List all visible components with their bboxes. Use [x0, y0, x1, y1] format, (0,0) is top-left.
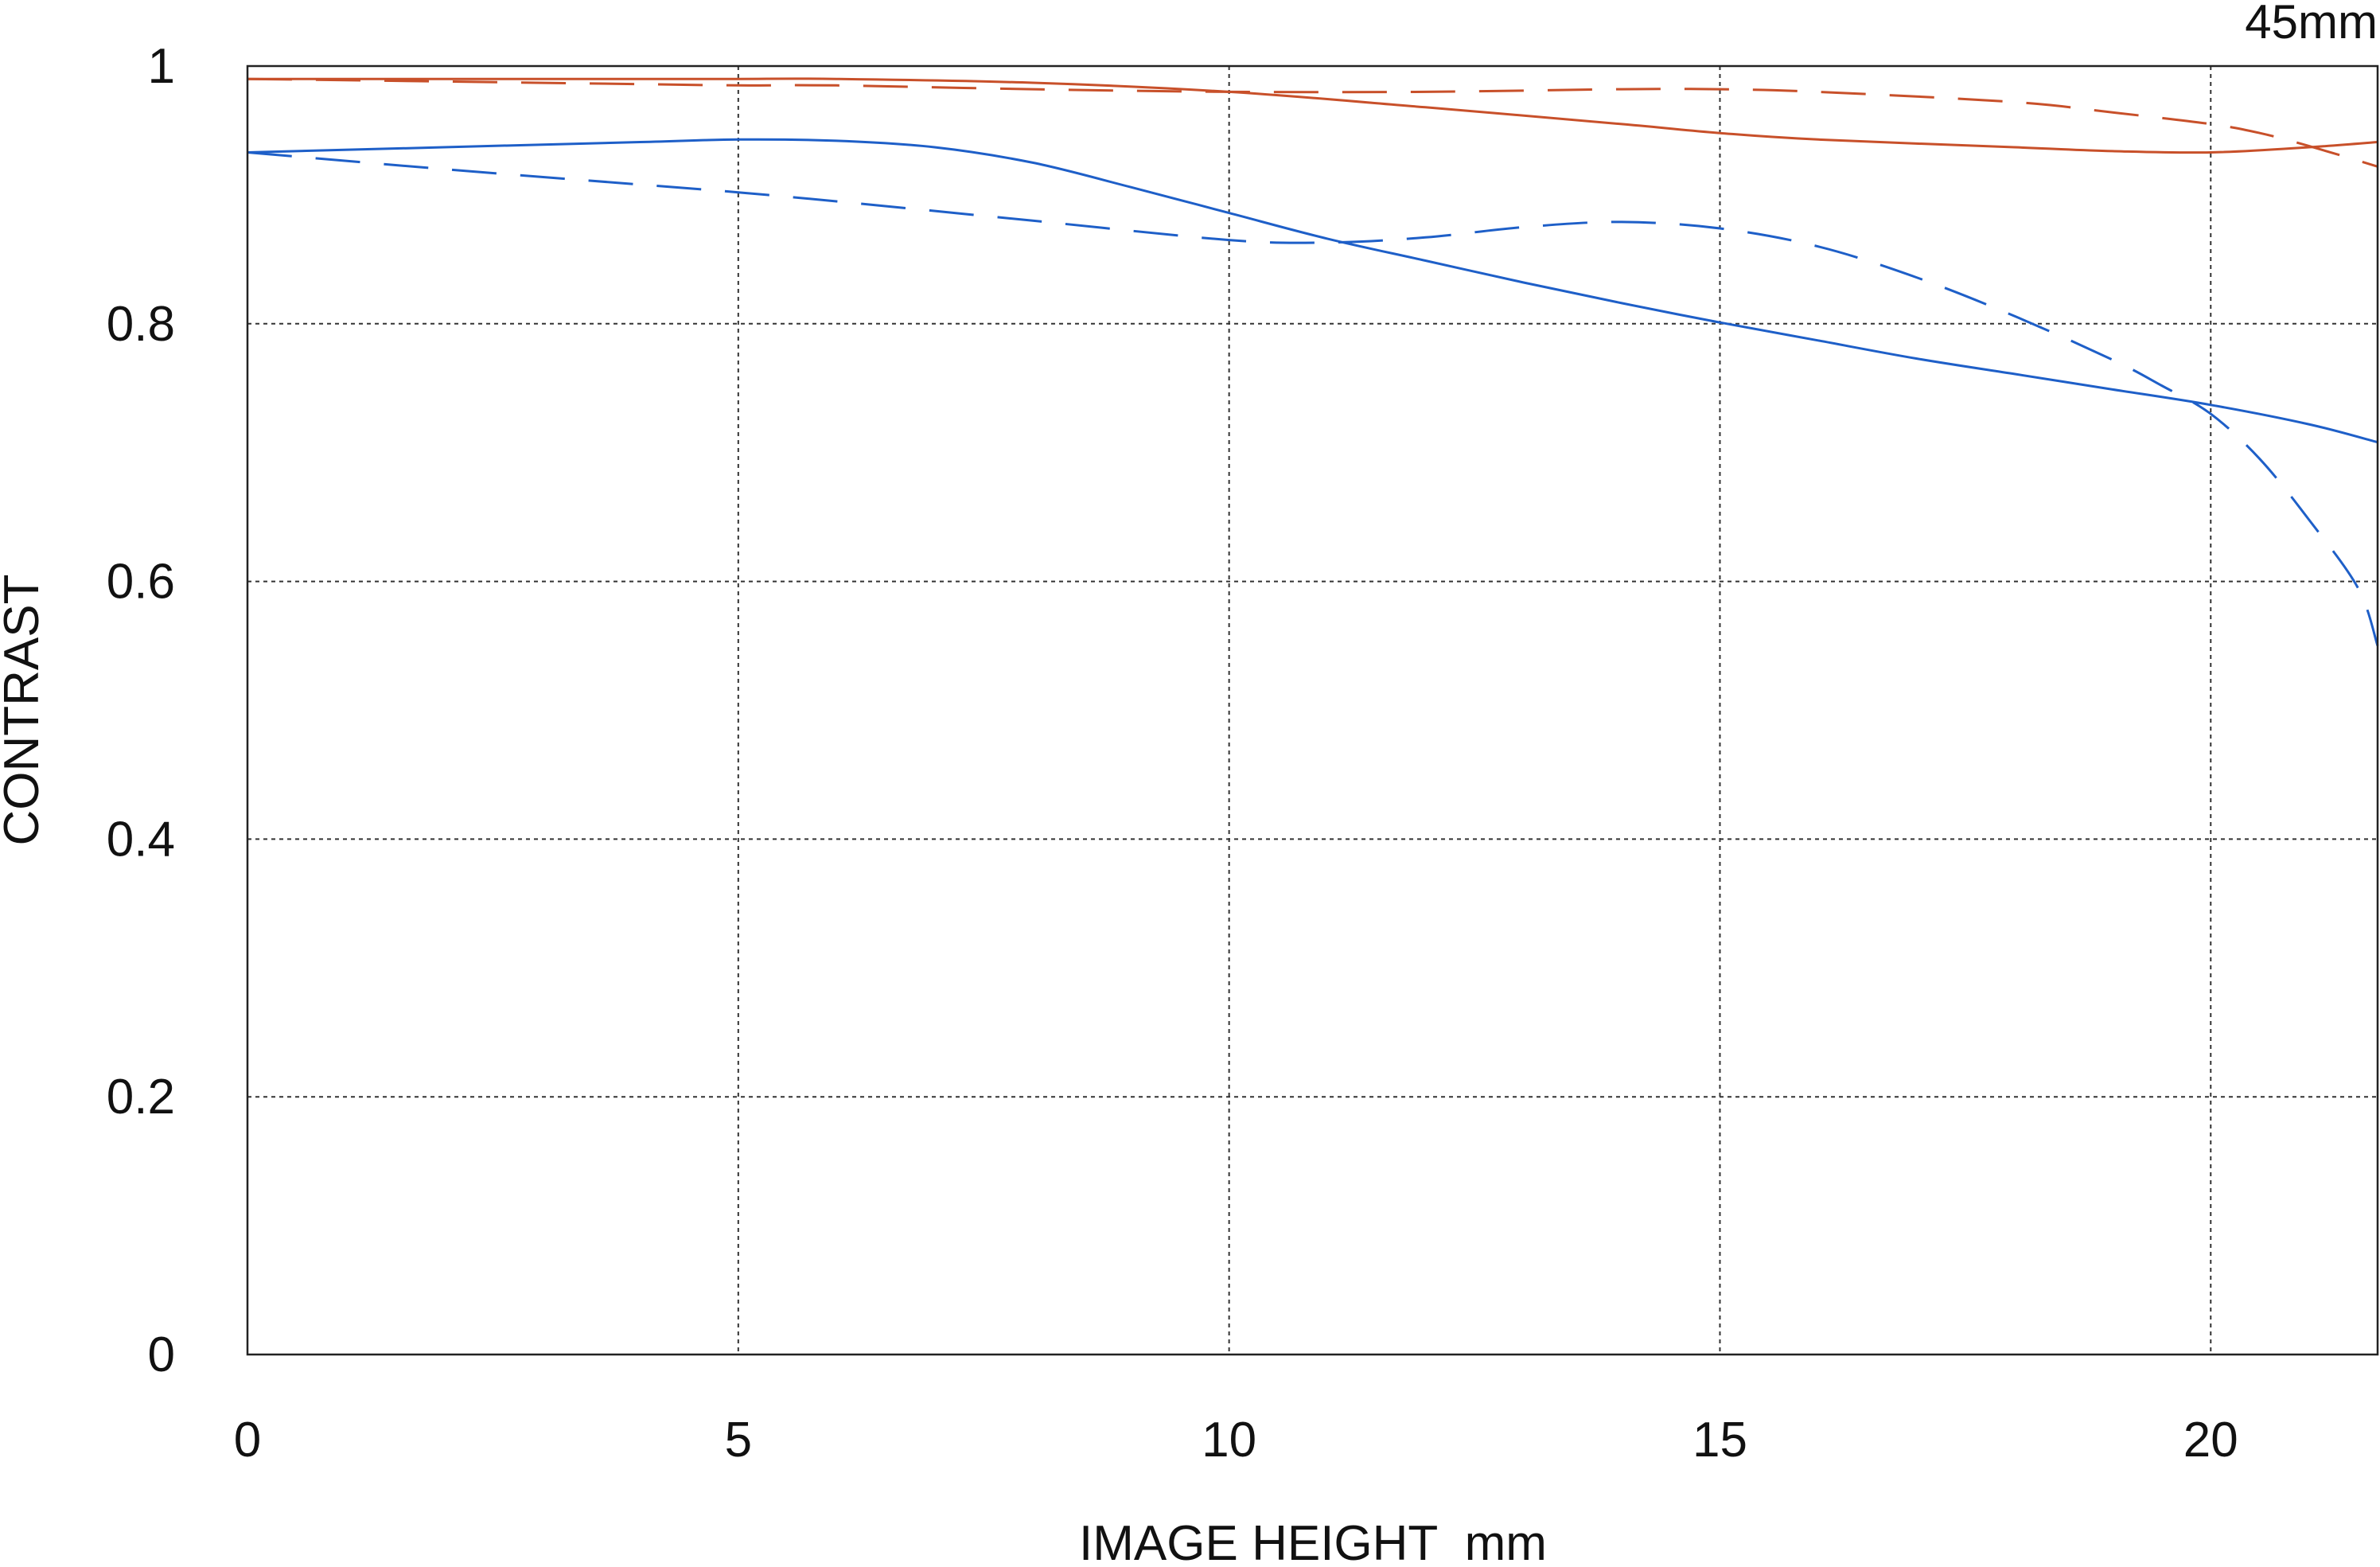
y-axis-label: CONTRAST [0, 575, 49, 846]
y-tick-label: 1 [148, 39, 175, 94]
series-line-3 [247, 138, 2378, 444]
x-tick-label: 15 [1692, 1413, 1747, 1468]
grid-lines [247, 66, 2378, 1355]
y-axis-ticks: 0 0.2 0.4 0.6 0.8 1 [107, 39, 175, 1382]
focal-length-annotation: 45mm [2245, 0, 2378, 49]
series-lines [247, 77, 2379, 646]
series-line-4 [247, 151, 2379, 646]
plot-frame [246, 64, 2379, 1356]
series-line-2 [247, 77, 2378, 168]
series-line-1 [247, 77, 2378, 154]
x-tick-label: 0 [234, 1413, 261, 1468]
y-tick-label: 0.2 [107, 1070, 175, 1125]
y-tick-label: 0.4 [107, 812, 175, 867]
x-axis-ticks: 0 5 10 15 20 [234, 1413, 2238, 1468]
x-tick-label: 5 [725, 1413, 752, 1468]
x-tick-label: 20 [2183, 1413, 2238, 1468]
y-tick-label: 0 [148, 1327, 175, 1382]
y-tick-label: 0.8 [107, 297, 175, 352]
x-tick-label: 10 [1202, 1413, 1256, 1468]
x-axis-label: IMAGE HEIGHT mm [1079, 1516, 1547, 1563]
y-tick-label: 0.6 [107, 555, 175, 610]
